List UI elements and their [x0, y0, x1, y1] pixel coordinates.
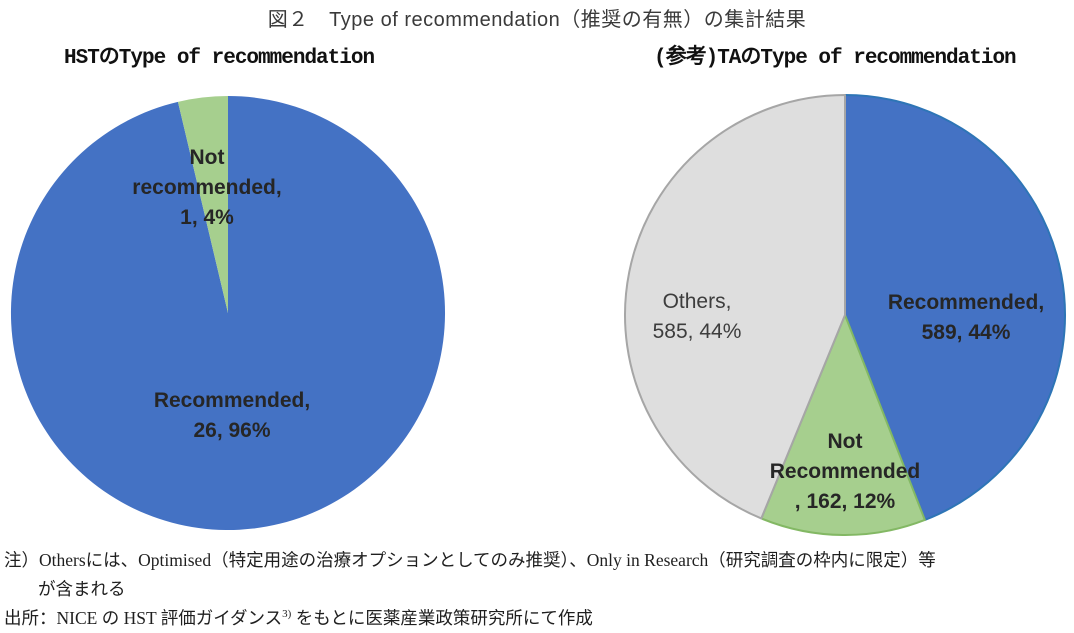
- source-text-suffix: をもとに医薬産業政策研究所にて作成: [291, 608, 593, 628]
- hst-pie-chart: [10, 95, 446, 531]
- note-line-1: 注）Othersには、Optimised（特定用途の治療オプションとしてのみ推奨…: [4, 550, 936, 570]
- hst-chart-title: HSTのType of recommendation: [64, 47, 375, 70]
- ta-others-label: Others, 585, 44%: [653, 287, 742, 347]
- pie-slice-recommended: [843, 94, 1066, 521]
- footnotes: 注）Othersには、Optimised（特定用途の治療オプションとしてのみ推奨…: [4, 546, 1070, 633]
- pie-slice-not-recommended: [177, 95, 228, 313]
- hst-recommended-label: Recommended, 26, 96%: [154, 386, 310, 446]
- pie-slice-others: [624, 94, 847, 520]
- note-line-2: が含まれる: [38, 579, 126, 599]
- source-text-prefix: 出所：NICE の HST 評価ガイダンス: [4, 608, 283, 628]
- label-line: Not: [189, 146, 225, 169]
- ta-not-recommended-label: Not Recommended , 162, 12%: [770, 427, 921, 517]
- source-superscript-ref: 3): [282, 608, 292, 621]
- label-line: 589, 44%: [921, 321, 1011, 344]
- label-line: 585, 44%: [652, 320, 742, 343]
- ta-pie-chart: [624, 94, 1066, 536]
- label-line: Others,: [662, 290, 732, 313]
- label-line: 1, 4%: [180, 206, 234, 229]
- label-line: , 162, 12%: [794, 490, 896, 513]
- figure-title: 図２ Type of recommendation（推奨の有無）の集計結果: [267, 9, 807, 31]
- label-line: Recommended,: [153, 389, 311, 412]
- label-line: Recommended: [769, 460, 921, 483]
- ta-chart-title: (参考)TAのType of recommendation: [654, 47, 1017, 70]
- label-line: 26, 96%: [193, 419, 271, 442]
- pie-slice-recommended: [10, 95, 446, 531]
- label-line: Recommended,: [887, 291, 1045, 314]
- label-line: recommended,: [132, 176, 282, 199]
- hst-not-recommended-label: Not recommended, 1, 4%: [132, 143, 281, 233]
- label-line: Not: [827, 430, 863, 453]
- pie-slice-not-recommended: [760, 313, 926, 536]
- source-note: 出所：NICE の HST 評価ガイダンス3) をもとに医薬産業政策研究所にて作…: [4, 604, 1070, 633]
- ta-recommended-label: Recommended, 589, 44%: [888, 288, 1044, 348]
